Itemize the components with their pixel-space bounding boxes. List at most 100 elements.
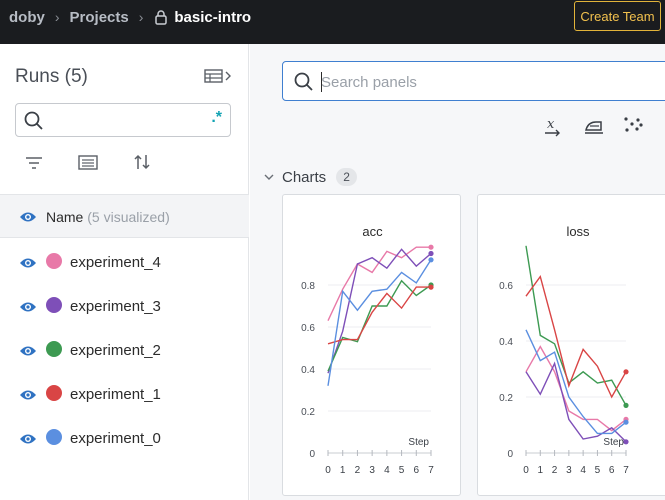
eye-icon[interactable] <box>19 432 37 450</box>
run-name: experiment_0 <box>70 430 161 447</box>
series-line-experiment_3[interactable] <box>525 361 627 443</box>
runs-panel: Runs (5) .* Name (5 visualized) experime… <box>0 44 249 500</box>
run-color-swatch[interactable] <box>46 341 62 357</box>
run-row[interactable]: experiment_3 <box>0 284 249 328</box>
breadcrumb-projects-link[interactable]: Projects <box>69 8 129 26</box>
series-end-marker-experiment_3 <box>623 439 629 445</box>
x-tick-label: 2 <box>355 465 361 476</box>
series-line-experiment_1[interactable] <box>327 286 431 345</box>
svg-text:x: x <box>547 117 555 132</box>
runs-search-input[interactable]: .* <box>15 103 231 137</box>
chart-panel-acc[interactable]: acc 0 0.2 0.4 0.6 0.8 0 1 2 3 4 5 6 7 Step <box>282 194 461 496</box>
x-tick-label: 7 <box>428 465 434 476</box>
run-color-swatch[interactable] <box>46 429 62 445</box>
y-tick-label: 0.4 <box>301 365 315 376</box>
runs-title: Runs (5) <box>15 66 88 87</box>
x-tick-label: 6 <box>414 465 420 476</box>
y-tick-label: 0.6 <box>301 323 315 334</box>
group-icon[interactable] <box>78 155 98 170</box>
run-row[interactable]: experiment_4 <box>0 240 249 284</box>
series-line-experiment_0[interactable] <box>327 259 432 386</box>
series-line-experiment_2[interactable] <box>327 279 432 372</box>
x-axis-settings-icon[interactable]: x <box>544 117 562 142</box>
smoothing-iron-icon[interactable] <box>584 117 604 140</box>
breadcrumb-entity-link[interactable]: doby <box>9 8 45 26</box>
breadcrumb: doby › Projects › basic-intro <box>9 0 251 34</box>
x-tick-label: 4 <box>384 465 390 476</box>
panel-search-input[interactable] <box>321 69 651 95</box>
y-tick-label: 0.2 <box>301 407 315 418</box>
eye-icon[interactable] <box>19 344 37 362</box>
run-row[interactable]: experiment_0 <box>0 416 249 460</box>
expand-table-icon[interactable] <box>204 69 232 88</box>
chart-title: acc <box>362 224 383 239</box>
panel-search-box[interactable] <box>282 61 665 101</box>
run-color-swatch[interactable] <box>46 253 62 269</box>
chart-title: loss <box>566 224 590 239</box>
x-axis-label: Step <box>408 437 429 448</box>
panels-workspace: x Charts 2 acc00.20.40.60.801234567Step … <box>250 44 665 500</box>
run-row[interactable]: experiment_1 <box>0 372 249 416</box>
eye-icon[interactable] <box>19 210 37 228</box>
chart-panel-loss[interactable]: loss 0 0.2 0.4 0.6 0 1 2 3 4 5 6 7 Step <box>477 194 665 496</box>
x-tick-label: 5 <box>595 465 601 476</box>
x-axis-label: Step <box>603 437 624 448</box>
x-tick-label: 7 <box>623 465 629 476</box>
x-tick-label: 5 <box>399 465 405 476</box>
y-tick-label: 0 <box>507 449 513 460</box>
x-tick-label: 1 <box>340 465 346 476</box>
run-row[interactable]: experiment_2 <box>0 328 249 372</box>
x-tick-label: 4 <box>580 465 586 476</box>
series-end-marker-experiment_0 <box>623 419 629 425</box>
regex-toggle[interactable]: .* <box>211 109 222 126</box>
y-tick-label: 0 <box>309 449 315 460</box>
search-icon <box>294 72 314 97</box>
sort-icon[interactable] <box>133 154 151 170</box>
lock-icon <box>153 9 169 25</box>
series-end-marker-experiment_4 <box>428 244 434 250</box>
run-name: experiment_3 <box>70 298 161 315</box>
series-line-experiment_0[interactable] <box>525 329 627 435</box>
run-name: experiment_2 <box>70 342 161 359</box>
visualized-count: (5 visualized) <box>87 209 170 225</box>
charts-section-header[interactable]: Charts 2 <box>264 167 357 187</box>
x-tick-label: 0 <box>325 465 331 476</box>
x-tick-label: 3 <box>369 465 375 476</box>
series-line-experiment_3[interactable] <box>327 248 432 374</box>
x-tick-label: 0 <box>523 465 529 476</box>
y-tick-label: 0.6 <box>499 281 513 292</box>
series-end-marker-experiment_1 <box>623 369 629 375</box>
chevron-down-icon <box>264 174 274 180</box>
series-line-experiment_4[interactable] <box>327 246 431 321</box>
series-line-experiment_1[interactable] <box>525 275 627 399</box>
eye-icon[interactable] <box>19 300 37 318</box>
series-line-experiment_4[interactable] <box>525 345 627 432</box>
x-tick-label: 1 <box>538 465 544 476</box>
series-line-experiment_2[interactable] <box>525 245 627 406</box>
series-end-marker-experiment_1 <box>428 284 434 290</box>
run-color-swatch[interactable] <box>46 297 62 313</box>
text-caret <box>321 72 322 92</box>
x-tick-label: 2 <box>552 465 558 476</box>
y-tick-label: 0.8 <box>301 281 315 292</box>
name-column-title: Name <box>46 209 84 225</box>
top-bar: doby › Projects › basic-intro Create Tea… <box>0 0 665 44</box>
breadcrumb-separator-icon: › <box>138 9 144 25</box>
search-icon <box>24 111 44 136</box>
eye-icon[interactable] <box>19 256 37 274</box>
series-end-marker-experiment_2 <box>623 402 629 408</box>
name-column-label: Name (5 visualized) <box>46 209 170 225</box>
create-team-button[interactable]: Create Team <box>574 1 661 31</box>
breadcrumb-project-link[interactable]: basic-intro <box>174 8 252 26</box>
section-title: Charts <box>282 168 327 186</box>
outliers-icon[interactable] <box>623 115 643 140</box>
run-color-swatch[interactable] <box>46 385 62 401</box>
series-end-marker-experiment_0 <box>428 257 434 263</box>
filter-icon[interactable] <box>25 156 43 170</box>
eye-icon[interactable] <box>19 388 37 406</box>
run-name: experiment_1 <box>70 386 161 403</box>
y-tick-label: 0.4 <box>499 337 513 348</box>
run-name: experiment_4 <box>70 254 161 271</box>
